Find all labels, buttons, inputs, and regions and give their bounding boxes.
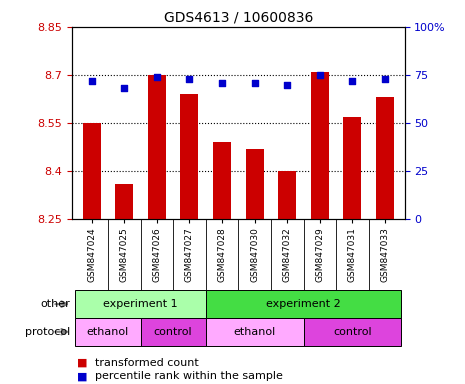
Bar (75, 290, 206, 318)
Bar (140, 318, 206, 346)
Text: GSM847029: GSM847029 (315, 227, 324, 282)
Point (153, 74, 160, 80)
Text: GSM847031: GSM847031 (348, 227, 357, 282)
Text: protocol: protocol (25, 327, 70, 337)
Point (349, 78, 356, 84)
Text: control: control (154, 327, 193, 337)
Point (316, 72, 324, 78)
Bar (304, 318, 401, 346)
Text: GSM847024: GSM847024 (87, 227, 96, 282)
Bar (206, 290, 401, 318)
Bar (376, 98, 394, 219)
Text: other: other (40, 299, 70, 309)
Text: ethanol: ethanol (233, 327, 276, 337)
Text: experiment 1: experiment 1 (103, 299, 178, 309)
Bar (148, 75, 166, 219)
Point (381, 76, 389, 82)
Point (120, 85, 128, 91)
Text: ethanol: ethanol (87, 327, 129, 337)
Text: control: control (333, 327, 372, 337)
Point (88, 78, 95, 84)
Bar (83, 123, 100, 219)
Point (218, 79, 226, 86)
Bar (115, 184, 133, 219)
Text: percentile rank within the sample: percentile rank within the sample (95, 371, 283, 381)
Text: GSM847028: GSM847028 (218, 227, 226, 282)
Text: ■: ■ (77, 358, 87, 368)
Bar (311, 72, 329, 219)
Text: GSM847030: GSM847030 (250, 227, 259, 282)
Text: GSM847032: GSM847032 (283, 227, 292, 282)
Title: GDS4613 / 10600836: GDS4613 / 10600836 (164, 10, 313, 24)
Text: GSM847025: GSM847025 (120, 227, 129, 282)
Bar (180, 94, 199, 219)
Bar (206, 318, 304, 346)
Text: GSM847027: GSM847027 (185, 227, 194, 282)
Text: GSM847033: GSM847033 (380, 227, 390, 282)
Bar (246, 149, 264, 219)
Text: ■: ■ (77, 371, 87, 381)
Text: GSM847026: GSM847026 (153, 227, 161, 282)
Bar (278, 171, 296, 219)
Point (186, 76, 193, 82)
Point (251, 79, 259, 86)
Bar (213, 142, 231, 219)
Point (284, 81, 291, 88)
Text: experiment 2: experiment 2 (266, 299, 341, 309)
Bar (344, 117, 361, 219)
Bar (75, 318, 140, 346)
Text: transformed count: transformed count (95, 358, 199, 368)
